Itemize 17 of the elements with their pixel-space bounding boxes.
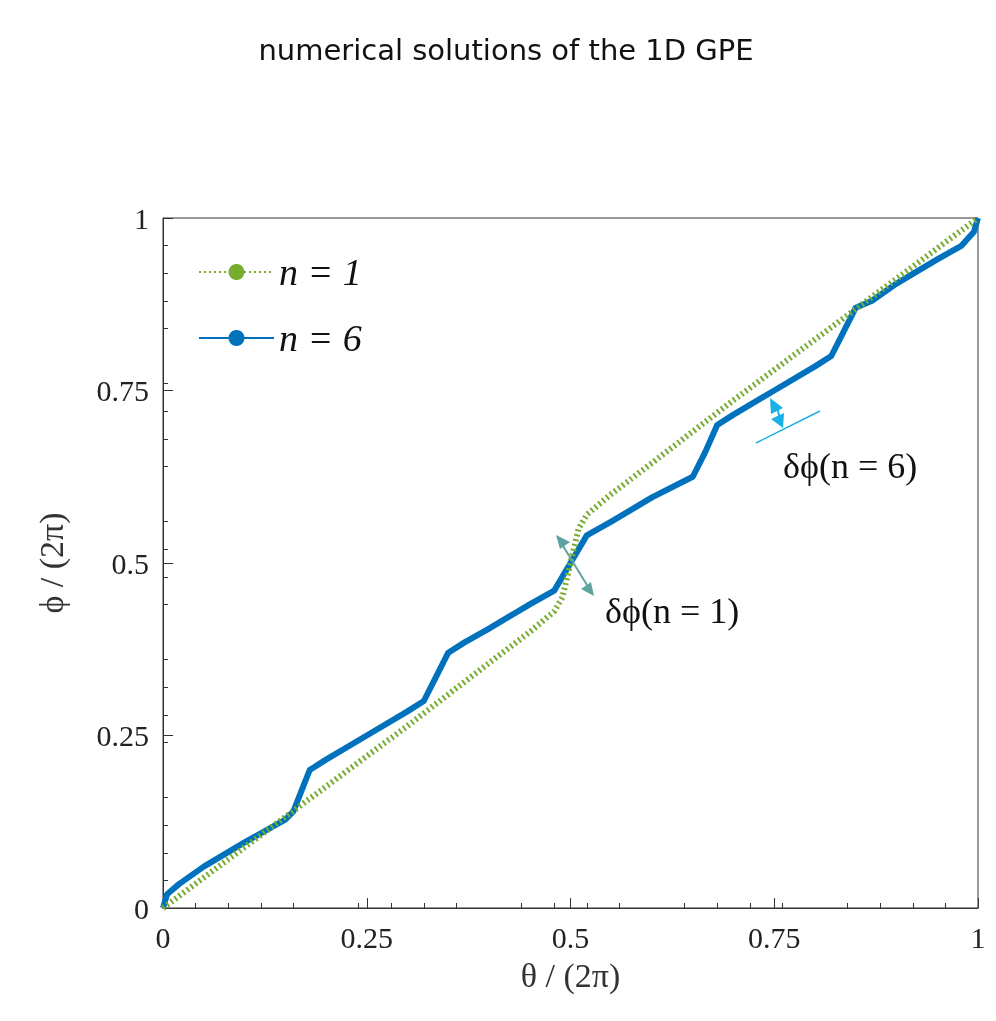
- y-tick-label: 0.25: [96, 719, 149, 752]
- annotation: δϕ(n = 1): [605, 591, 740, 631]
- x-tick-label: 0.25: [340, 920, 393, 954]
- x-axis-title: θ / (2π): [520, 956, 621, 995]
- x-tick-label: 0: [155, 920, 171, 954]
- x-tick-label: 1: [970, 920, 986, 954]
- y-tick-label: 1: [134, 201, 149, 235]
- y-tick-label: 0.5: [111, 546, 149, 580]
- y-tick-label: 0.75: [96, 374, 149, 407]
- legend-label: n = 1: [279, 251, 362, 293]
- chart-title: numerical solutions of the 1D GPE: [258, 32, 754, 67]
- y-axis-title: ϕ / (2π): [32, 512, 71, 614]
- x-tick-label: 0.5: [551, 920, 590, 954]
- legend-label: n = 6: [279, 317, 362, 359]
- x-tick-label: 0.75: [748, 920, 801, 954]
- y-tick-label: 0: [134, 891, 149, 925]
- annotation: δϕ(n = 6): [783, 446, 918, 486]
